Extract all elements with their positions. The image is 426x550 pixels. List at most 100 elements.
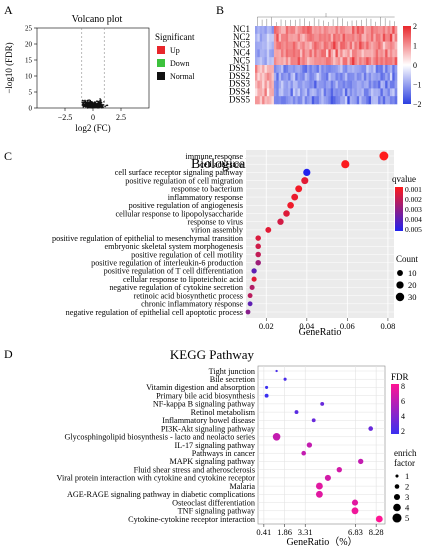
heatmap-cell [321,96,324,105]
heatmap-cell [255,96,258,105]
kegg-dot [306,442,313,448]
heatmap-cell [292,57,296,66]
heatmap-cell [321,80,324,89]
heatmap-cell [356,65,360,74]
heatmap-cell [342,26,346,35]
volcano-point [90,105,93,108]
heatmap-cell [344,49,348,58]
heatmap-cell [382,33,386,42]
heatmap-cell [262,49,265,58]
heatmap-cell [373,33,376,42]
heatmap-cell [328,96,332,105]
heatmap-cell [273,80,277,89]
volcano-point [102,106,104,108]
heatmap-cell [281,65,284,74]
heatmap-cell [259,49,263,58]
heatmap-cell [349,41,353,50]
heatmap-colorbar-ticks: 2 1 0 −1 −2 [413,22,422,109]
heatmap-cell [264,88,268,97]
bp-x-tick-label: 0.02 [259,321,274,331]
heatmap-cell [326,41,329,50]
heatmap-cell [394,41,398,50]
heatmap-cell [394,96,398,105]
heatmap-cell [349,65,353,74]
bp-dot [247,293,253,299]
heatmap-cell [328,26,332,35]
heatmap-cell [385,57,388,66]
heatmap-cell [375,65,379,74]
heatmap-cell [271,96,275,105]
heatmap-cell [307,41,310,50]
heatmap-row-label: NC3 [233,40,251,50]
volcano-legend-title: Significant [155,32,195,42]
panel-letter-c: C [4,149,12,163]
heatmap-cell [378,41,381,50]
heatmap-cell [347,72,350,81]
bp-dot [251,268,257,274]
kegg-enrich-legend-title-line2: factor [394,458,415,468]
heatmap-cell [307,88,310,97]
heatmap-cell [392,41,395,50]
heatmap-cell [349,57,353,66]
heatmap-cell [278,72,282,81]
volcano-point [105,104,108,107]
heatmap-cell [297,49,301,58]
heatmap-cell [302,49,305,58]
heatmap-cell [373,72,376,81]
heatmap-cell [309,88,313,97]
heatmap-cell [382,88,386,97]
heatmap-cell [363,80,367,89]
heatmap-cell [318,57,322,66]
heatmap-cell [378,26,381,35]
heatmap-cell [255,72,258,81]
bp-dot [245,309,251,315]
bp-term-label: positive regulation of interleukin-6 pro… [91,259,243,268]
heatmap-cell [297,72,301,81]
heatmap-cell [356,41,360,50]
heatmap-cell [269,72,272,81]
volcano-point [85,105,88,108]
heatmap-cell [288,26,291,35]
heatmap-cell [292,72,296,81]
heatmap-cell [375,41,379,50]
heatmap-cell [290,41,294,50]
heatmap-cell [292,96,296,105]
heatmap-cell [304,72,308,81]
kegg-term-label: Inflammatory bowel disease [162,416,255,425]
heatmap-cell [288,96,291,105]
heatmap-row-label: NC5 [233,55,251,65]
bp-count-legend-dot [397,270,403,276]
heatmap-cell [328,49,332,58]
heatmap-cell [394,80,398,89]
volcano-point [92,104,95,106]
bp-dot [295,185,303,193]
heatmap-cell [255,65,258,74]
heatmap-cell [352,96,355,105]
heatmap-cell [340,96,343,105]
heatmap-cell [349,88,353,97]
heatmap-cell [335,72,339,81]
heatmap-cell [356,80,360,89]
heatmap-cell [257,88,261,97]
heatmap-cell [389,80,393,89]
heatmap-cell [378,72,381,81]
heatmap-cell [337,88,341,97]
heatmap-cell [281,57,284,66]
heatmap-cell [347,57,350,66]
heatmap-cell [380,88,384,97]
kegg-fdr-tick-label: 6 [401,397,405,406]
heatmap-cell [264,26,268,35]
bp-dot [287,201,294,209]
heatmap-cell [330,65,334,74]
heatmap-cell [309,57,313,66]
heatmap-cell [278,96,282,105]
heatmap-cell [326,26,329,35]
heatmap-cell [304,41,308,50]
kegg-x-tick-label: 6.83 [348,527,363,537]
heatmap-cell [316,49,320,58]
heatmap-cell [318,33,322,42]
heatmap-cell [299,80,303,89]
heatmap-cell [276,57,279,66]
heatmap-cell [380,72,384,81]
